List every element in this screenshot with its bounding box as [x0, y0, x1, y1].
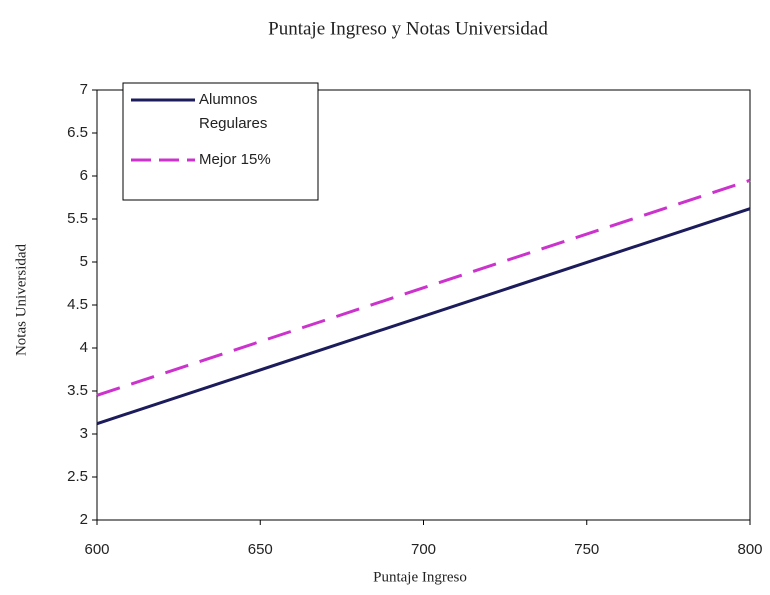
x-tick-label: 750: [574, 541, 599, 558]
y-tick-label: 2: [80, 511, 88, 528]
y-tick-label: 3: [80, 425, 88, 442]
y-tick-label: 4: [80, 339, 88, 356]
y-tick-label: 4.5: [67, 296, 88, 313]
chart-title: Puntaje Ingreso y Notas Universidad: [268, 18, 548, 39]
x-tick-label: 700: [411, 541, 436, 558]
y-tick-label: 2.5: [67, 468, 88, 485]
legend-label: Alumnos Regulares: [199, 91, 267, 132]
y-tick-label: 3.5: [67, 382, 88, 399]
series-line: [96, 178, 751, 397]
y-tick-label: 6: [80, 167, 88, 184]
y-tick-label: 5.5: [67, 210, 88, 227]
y-axis-label: Notas Universidad: [13, 243, 29, 356]
y-tick-label: 7: [80, 81, 88, 98]
legend-label: Mejor 15%: [199, 151, 271, 168]
y-tick-label: 5: [80, 253, 88, 270]
x-tick-label: 800: [737, 541, 762, 558]
x-tick-label: 650: [248, 541, 273, 558]
x-axis-label: Puntaje Ingreso: [373, 569, 467, 585]
y-tick-label: 6.5: [67, 124, 88, 141]
x-tick-label: 600: [84, 541, 109, 558]
series-line: [96, 207, 751, 426]
legend-box: [122, 82, 319, 201]
legend: Alumnos Regulares Mejor 15%: [122, 82, 319, 201]
